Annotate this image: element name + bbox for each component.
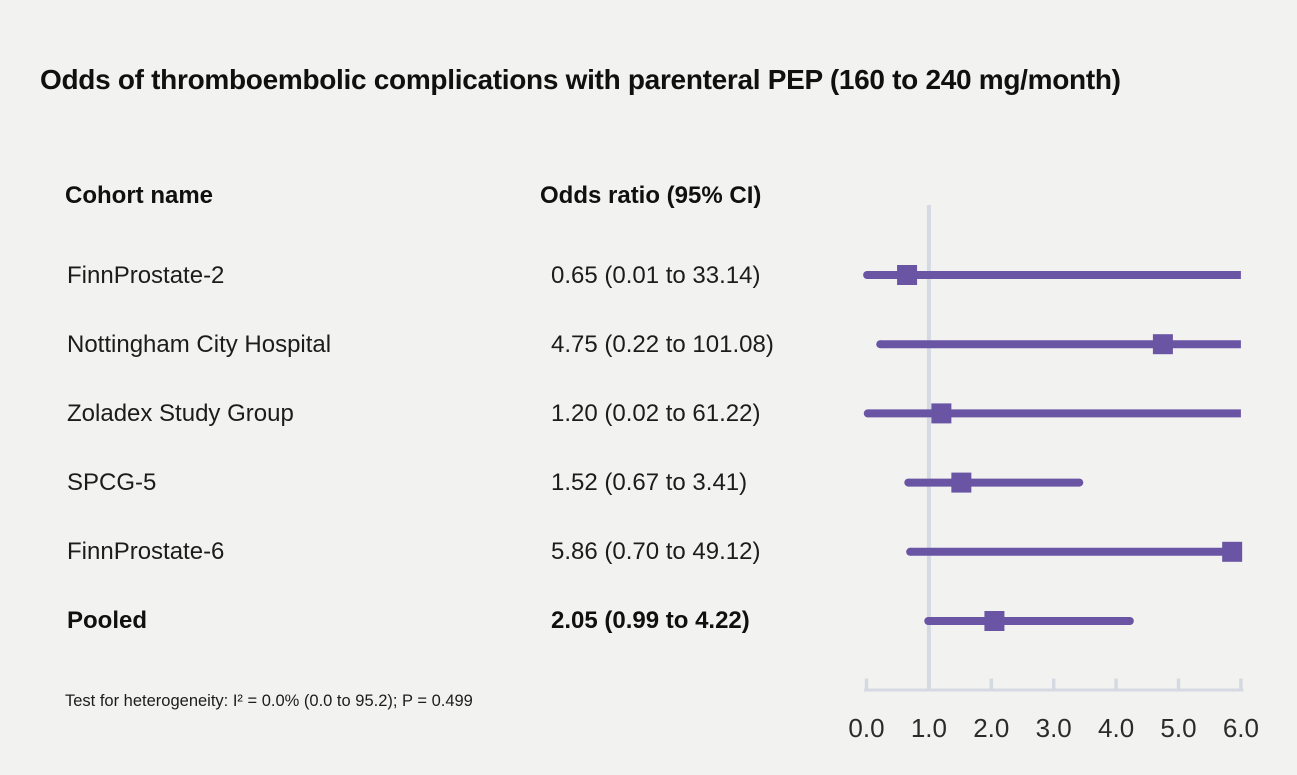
cohort-name: Nottingham City Hospital bbox=[67, 331, 332, 358]
odds-ratio-value: 0.65 (0.01 to 33.14) bbox=[551, 262, 761, 289]
ci-cap bbox=[1125, 617, 1134, 625]
cohort-name: Zoladex Study Group bbox=[67, 400, 294, 427]
odds-ratio-value: 4.75 (0.22 to 101.08) bbox=[551, 331, 774, 358]
column-header-odds-ratio: Odds ratio (95% CI) bbox=[540, 182, 762, 209]
ci-cap bbox=[1075, 478, 1084, 487]
estimate-marker bbox=[897, 265, 918, 285]
axis-tick-label: 1.0 bbox=[911, 713, 947, 743]
chart-title: Odds of thromboembolic complications wit… bbox=[40, 64, 1121, 95]
ci-cap bbox=[906, 547, 915, 556]
column-header-cohort: Cohort name bbox=[65, 182, 214, 209]
ci-cap bbox=[863, 271, 872, 279]
cohort-name: SPCG-5 bbox=[67, 469, 157, 496]
odds-ratio-value: 1.52 (0.67 to 3.41) bbox=[551, 469, 748, 496]
cohort-name: FinnProstate-6 bbox=[67, 538, 225, 565]
odds-ratio-value: 1.20 (0.02 to 61.22) bbox=[551, 400, 761, 427]
cohort-name: FinnProstate-2 bbox=[67, 262, 225, 289]
table-row: SPCG-5 1.52 (0.67 to 3.41) bbox=[0, 468, 1297, 498]
ci-cap bbox=[904, 478, 913, 487]
table-row: Zoladex Study Group 1.20 (0.02 to 61.22) bbox=[0, 399, 1297, 429]
cohort-name: Pooled bbox=[67, 607, 148, 634]
odds-ratio-value: 2.05 (0.99 to 4.22) bbox=[551, 607, 750, 634]
estimate-marker bbox=[1152, 334, 1173, 355]
odds-ratio-value: 5.86 (0.70 to 49.12) bbox=[551, 538, 761, 565]
axis-tick-label: 5.0 bbox=[1160, 713, 1196, 743]
estimate-marker bbox=[951, 472, 972, 493]
axis-tick-label: 3.0 bbox=[1036, 713, 1072, 743]
ci-cap bbox=[924, 617, 933, 625]
estimate-marker bbox=[1222, 541, 1243, 562]
estimate-marker bbox=[984, 611, 1005, 631]
heterogeneity-footnote: Test for heterogeneity: I² = 0.0% (0.0 t… bbox=[65, 692, 473, 710]
table-row: FinnProstate-2 0.65 (0.01 to 33.14) bbox=[0, 261, 1297, 291]
axis-tick-label: 2.0 bbox=[973, 713, 1009, 743]
axis-tick-label: 6.0 bbox=[1223, 713, 1259, 743]
table-row: FinnProstate-6 5.86 (0.70 to 49.12) bbox=[0, 537, 1297, 567]
axis-tick-label: 4.0 bbox=[1098, 713, 1134, 743]
table-row-pooled: Pooled 2.05 (0.99 to 4.22) bbox=[0, 606, 1297, 636]
ci-cap bbox=[876, 340, 885, 349]
estimate-marker bbox=[931, 403, 952, 424]
table-row: Nottingham City Hospital 4.75 (0.22 to 1… bbox=[0, 330, 1297, 360]
ci-cap bbox=[863, 409, 872, 418]
axis-tick-label: 0.0 bbox=[848, 713, 884, 743]
